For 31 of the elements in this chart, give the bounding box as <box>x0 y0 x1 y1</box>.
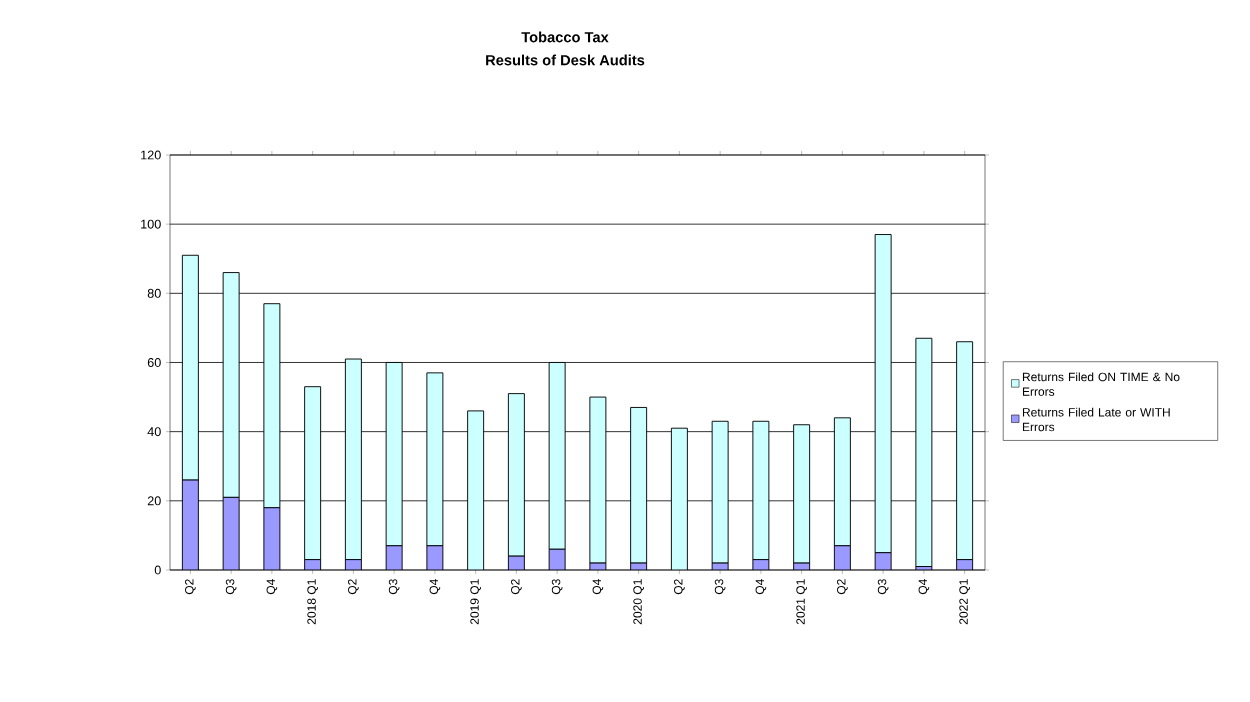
x-tick-label: Q2 <box>837 579 848 595</box>
legend-label: Returns Filed ON TIME & No Errors <box>1022 372 1180 396</box>
x-tick-label: Q4 <box>266 579 278 595</box>
x-tick-label: Q3 <box>388 579 400 595</box>
x-tick-label: Q4 <box>918 579 930 595</box>
x-tick-label: 2018 Q1 <box>307 579 318 625</box>
x-tick-label: Q4 <box>429 579 441 595</box>
x-tick-label: Q3 <box>714 579 726 595</box>
x-tick-label: Q2 <box>511 579 522 595</box>
x-tick-label: Q3 <box>225 579 237 595</box>
y-tick-label: 80 <box>147 288 161 298</box>
x-tick-label: Q2 <box>674 579 685 595</box>
x-tick-label: Q3 <box>551 579 563 595</box>
x-tick-label: 2021 Q1 <box>796 579 807 625</box>
y-tick-label: 100 <box>141 219 161 229</box>
y-tick-label: 0 <box>154 565 161 575</box>
y-tick-label: 120 <box>141 150 161 160</box>
y-tick-label: 60 <box>147 358 161 367</box>
x-tick-label: Q2 <box>185 579 196 595</box>
x-tick-label: Q2 <box>348 579 359 595</box>
y-tick-label: 40 <box>147 427 161 437</box>
chart-title: Tobacco Tax <box>521 31 609 43</box>
x-tick-label: 2020 Q1 <box>633 579 644 625</box>
x-tick-label: Q4 <box>755 579 767 595</box>
x-tick-label: 2022 Q1 <box>959 579 970 625</box>
chart-subtitle: Results of Desk Audits <box>486 54 645 66</box>
y-tick-label: 20 <box>147 496 161 506</box>
x-tick-label: 2019 Q1 <box>470 579 481 625</box>
x-tick-label: Q4 <box>592 579 604 595</box>
x-tick-label: Q3 <box>877 579 889 595</box>
legend-label: Returns Filed Late or WITH Errors <box>1022 407 1170 432</box>
